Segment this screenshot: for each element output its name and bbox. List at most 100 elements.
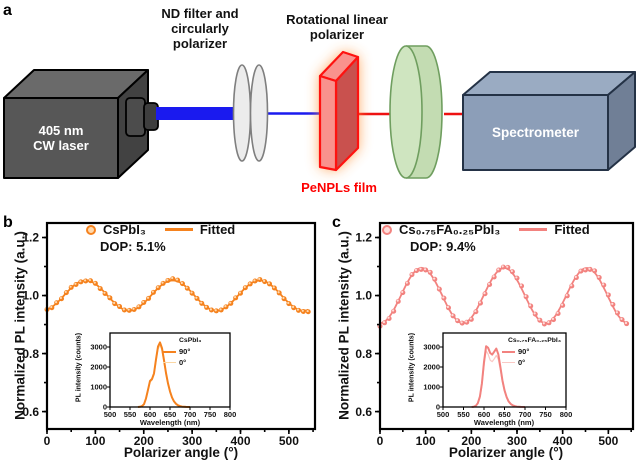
svg-text:800: 800 [560, 410, 573, 419]
b-fitted-line-sample [164, 228, 193, 231]
svg-text:500: 500 [437, 410, 450, 419]
svg-text:0: 0 [103, 403, 107, 412]
svg-text:3000: 3000 [423, 343, 440, 352]
b-inset-y-title: PL intensity (counts) [75, 332, 83, 403]
svg-text:2000: 2000 [90, 363, 107, 372]
svg-text:1.2: 1.2 [355, 231, 372, 245]
svg-text:0.6: 0.6 [355, 405, 372, 419]
svg-text:0: 0 [377, 434, 384, 448]
panel-a-diagram [3, 45, 636, 179]
panel-c: 0 100 200 300 400 500 0.6 0.8 1.0 1.2 500 550 600 650… [320, 212, 639, 467]
svg-text:400: 400 [230, 434, 250, 448]
svg-text:200: 200 [134, 434, 154, 448]
c-inset-title: Cs₀.₇₅FA₀.₂₅PbI₃ [508, 337, 561, 344]
svg-text:650: 650 [164, 410, 177, 419]
b-inset-0-line [163, 361, 176, 364]
linear-polarizer-disk [389, 45, 443, 179]
nd-filter-label: ND filter and circularly polarizer [161, 6, 239, 51]
b-y-axis-title: Normalized PL intensity (a.u.) [12, 231, 28, 420]
c-y-axis-title: Normalized PL intensity (a.u.) [336, 231, 352, 420]
film-label: PeNPLs film [301, 180, 377, 195]
penpls-film [318, 50, 360, 172]
panel-c-letter: c [332, 214, 341, 231]
b-inset-axes: 500 550 600 650 700 750 800 0 1000 2000 3000 [90, 332, 237, 419]
svg-text:1000: 1000 [90, 383, 107, 392]
svg-text:700: 700 [184, 410, 197, 419]
laser-aperture [125, 97, 159, 137]
b-inset-title: CsPbI₃ [179, 337, 202, 344]
c-dop-value: DOP: 9.4% [410, 239, 476, 254]
svg-text:0.8: 0.8 [355, 347, 372, 361]
svg-text:600: 600 [144, 410, 157, 419]
c-x-axis-title: Polarizer angle (°) [448, 445, 564, 460]
svg-text:2000: 2000 [423, 363, 440, 372]
svg-text:0: 0 [44, 434, 51, 448]
c-inset-legend: Cs₀.₇₅FA₀.₂₅PbI₃ 90° 0° [502, 335, 568, 368]
b-inset-0-label: 0° [179, 358, 187, 367]
b-inset-90-label: 90° [179, 347, 191, 356]
b-dop-value: DOP: 5.1% [100, 239, 166, 254]
svg-text:550: 550 [457, 410, 470, 419]
svg-text:700: 700 [519, 410, 532, 419]
spectrometer-label: Spectrometer [491, 125, 580, 140]
c-inset-series [471, 345, 526, 408]
panel-b: 0 100 200 300 400 500 0.6 0.8 1.0 1.2 500 550 600 650… [0, 212, 320, 467]
laser-label: 405 nm CW laser [33, 123, 89, 153]
c-inset-bg [443, 333, 566, 407]
c-series-label: Cs₀.₇₅FA₀.₂₅PbI₃ [399, 222, 501, 237]
b-inset-x-title: Wavelength (nm) [139, 418, 201, 427]
c-series-marker [382, 224, 392, 235]
panel-a-letter: a [3, 2, 12, 19]
b-series-label: CsPbI₃ [103, 222, 146, 237]
svg-text:750: 750 [204, 410, 217, 419]
svg-text:650: 650 [498, 410, 511, 419]
laser-beam-thick [156, 107, 233, 120]
b-x-axis-title: Polarizer angle (°) [123, 445, 239, 460]
svg-text:1000: 1000 [423, 383, 440, 392]
svg-text:1.0: 1.0 [22, 289, 39, 303]
c-inset-y-title: PL intensity (counts) [408, 332, 416, 403]
svg-text:200: 200 [461, 434, 481, 448]
b-data-points [44, 276, 311, 315]
svg-text:500: 500 [279, 434, 299, 448]
panel-b-chart: 0 100 200 300 400 500 0.6 0.8 1.0 1.2 500 550 600 650… [22, 221, 317, 448]
svg-text:800: 800 [224, 410, 237, 419]
svg-text:600: 600 [478, 410, 491, 419]
c-fitted-line-sample [519, 228, 548, 231]
b-series-marker [86, 224, 96, 235]
svg-text:300: 300 [182, 434, 202, 448]
b-legend: CsPbI₃ Fitted [86, 222, 235, 237]
svg-text:0: 0 [436, 403, 440, 412]
svg-text:500: 500 [104, 410, 117, 419]
c-inset-axes: 500 550 600 650 700 750 800 0 1000 2000 3000 [423, 332, 573, 419]
spectrometer-box [462, 71, 636, 171]
svg-text:1.2: 1.2 [22, 231, 39, 245]
svg-text:100: 100 [85, 434, 105, 448]
c-inset-0-label: 0° [518, 358, 526, 367]
svg-text:100: 100 [416, 434, 436, 448]
b-axes: 0 100 200 300 400 500 0.6 0.8 1.0 1.2 [22, 221, 317, 448]
nd-filter-disks [232, 64, 269, 162]
c-fitted-label: Fitted [554, 222, 590, 237]
c-inset-x-title: Wavelength (nm) [473, 418, 535, 427]
c-inset-90-label: 90° [518, 347, 530, 356]
svg-text:3000: 3000 [90, 343, 107, 352]
svg-text:300: 300 [507, 434, 527, 448]
panel-b-letter: b [3, 214, 13, 231]
c-fitted-line [379, 267, 627, 325]
panel-c-chart: 0 100 200 300 400 500 0.6 0.8 1.0 1.2 500 550 600 650… [355, 221, 635, 448]
b-inset-90-line [163, 350, 176, 353]
b-fitted-label: Fitted [199, 222, 236, 237]
rot-polarizer-label: Rotational linear polarizer [286, 12, 388, 42]
b-inset-series [137, 341, 191, 408]
svg-text:500: 500 [598, 434, 618, 448]
svg-text:400: 400 [553, 434, 573, 448]
c-axes: 0 100 200 300 400 500 0.6 0.8 1.0 1.2 [355, 221, 635, 448]
svg-text:0.6: 0.6 [22, 405, 39, 419]
c-inset-90-line [502, 350, 515, 353]
svg-text:550: 550 [124, 410, 137, 419]
c-inset-0-line [502, 361, 515, 364]
svg-text:0.8: 0.8 [22, 347, 39, 361]
svg-text:750: 750 [539, 410, 552, 419]
